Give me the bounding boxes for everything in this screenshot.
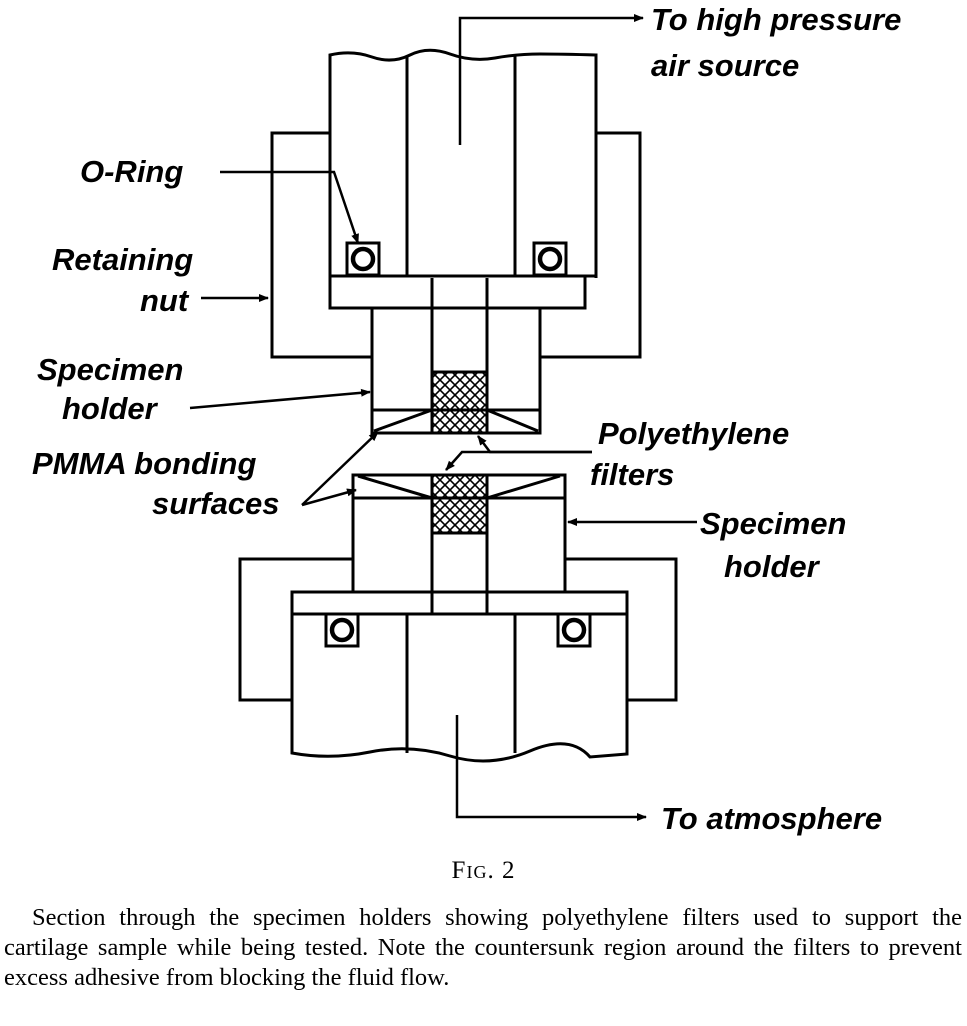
specimen-holder-diagram: To high pressure air source O-Ring Retai… [32, 2, 901, 836]
label-retaining-nut-1: Retaining [52, 242, 193, 277]
label-specimen-holder-top-1: Specimen [37, 352, 183, 387]
leader-filter-bottom [445, 450, 592, 471]
figure-caption: Section through the specimen holders sho… [4, 904, 962, 991]
bottom-o-ring-right [556, 612, 592, 648]
label-specimen-holder-bottom-2: holder [724, 549, 821, 584]
label-specimen-holder-bottom-1: Specimen [700, 506, 846, 541]
bottom-air-pipe [290, 614, 629, 763]
label-pmma-1: PMMA bonding [32, 446, 256, 481]
bottom-flange [290, 590, 629, 614]
top-o-ring-left [345, 241, 381, 277]
label-high-pressure-1: To high pressure [651, 2, 901, 37]
leader-pmma-1 [301, 431, 379, 506]
leader-specimen-holder-top [189, 388, 371, 410]
leader-o-ring [220, 170, 360, 244]
top-polyethylene-filter [430, 370, 489, 435]
arrow-atmosphere [455, 715, 647, 821]
leader-filter-top [477, 435, 592, 454]
top-flange [328, 276, 587, 310]
label-retaining-nut-2: nut [140, 283, 190, 318]
label-polyethylene-2: filters [590, 457, 674, 492]
top-retaining-nut [270, 131, 642, 359]
label-specimen-holder-top-2: holder [62, 391, 159, 426]
label-polyethylene-1: Polyethylene [598, 416, 789, 451]
arrow-high-pressure [458, 14, 644, 145]
label-o-ring: O-Ring [80, 154, 183, 189]
bottom-retaining-nut [238, 557, 678, 702]
top-o-ring-right [532, 241, 568, 277]
label-high-pressure-2: air source [651, 48, 799, 83]
label-pmma-2: surfaces [152, 486, 280, 521]
label-to-atmosphere: To atmosphere [661, 801, 882, 836]
leader-pmma-2 [301, 488, 357, 507]
figure-number: FIG. 2 [451, 857, 516, 884]
top-air-pipe [328, 48, 598, 278]
bottom-o-ring-left [324, 612, 360, 648]
bottom-polyethylene-filter [430, 473, 489, 535]
